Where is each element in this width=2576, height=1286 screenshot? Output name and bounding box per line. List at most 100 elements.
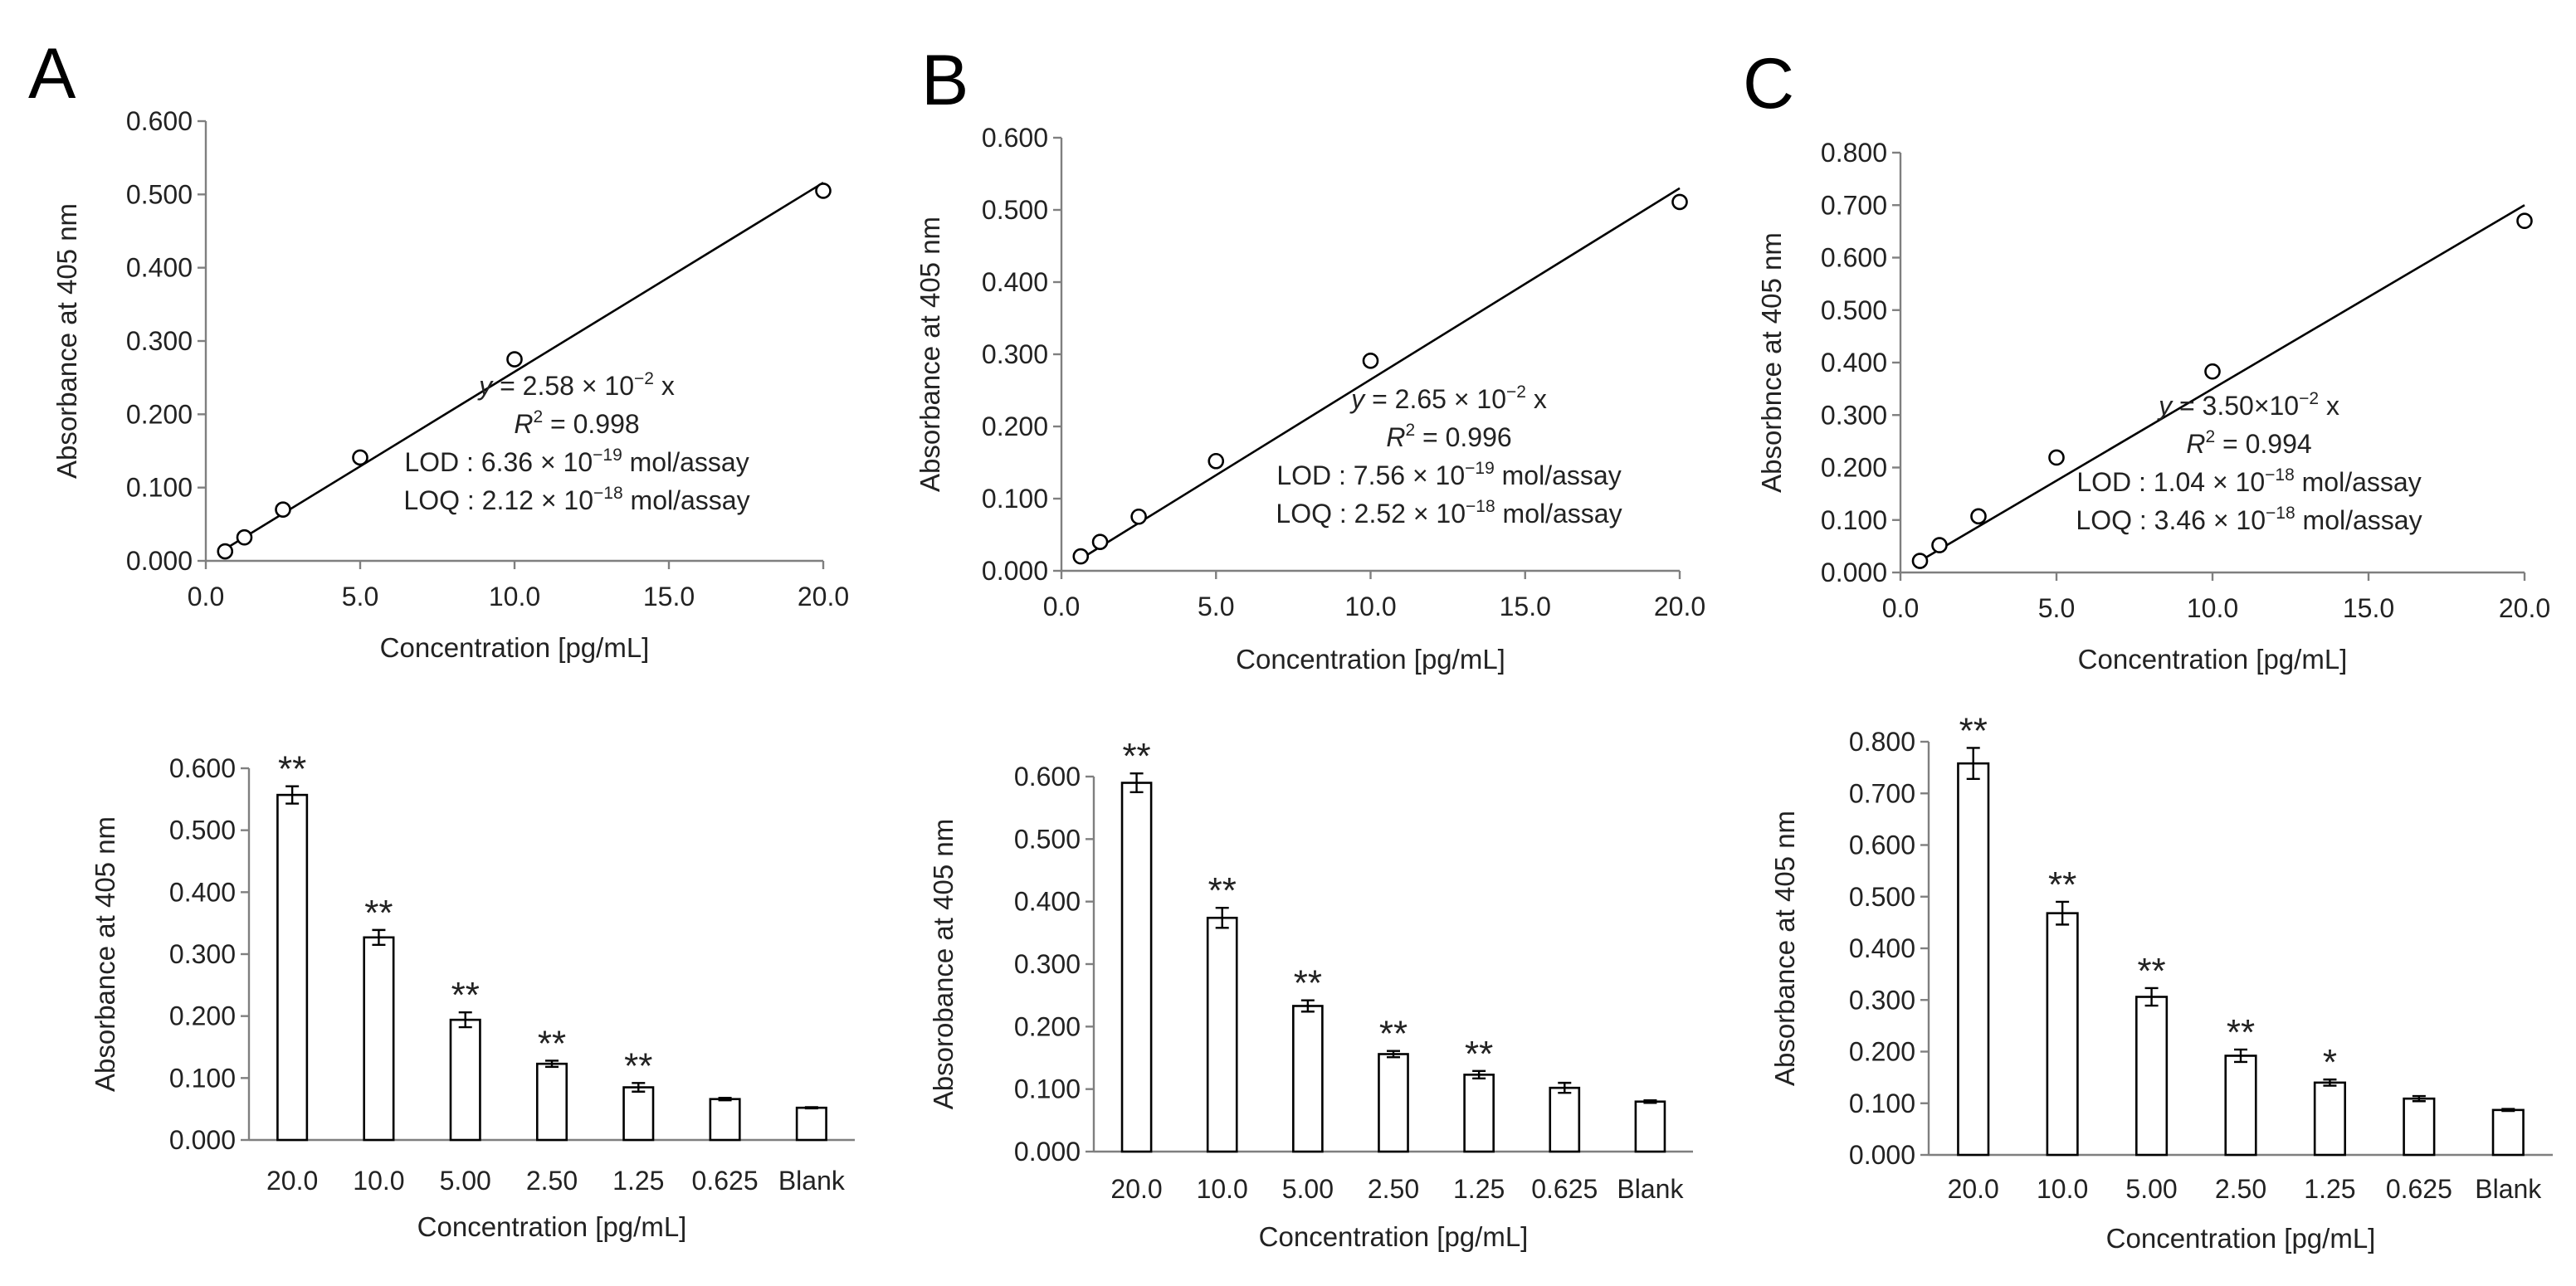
loq-exponent: −18 — [1466, 497, 1495, 516]
chart-c: 0.000 0.100 0.200 0.300 0.400 0.500 0.600 0.700… — [1756, 138, 2550, 675]
y-tick-label: 0.300 — [126, 326, 193, 356]
y-tick-label: 0.400 — [169, 877, 236, 907]
significance-marker: ** — [2227, 1012, 2255, 1053]
category-label: 5.00 — [2125, 1174, 2177, 1204]
significance-marker: * — [2323, 1042, 2337, 1083]
significance-marker: ** — [1959, 710, 1988, 751]
y-tick-label: 0.300 — [1849, 985, 1915, 1015]
lod-exponent: −19 — [1465, 459, 1495, 478]
data-point — [1091, 533, 1109, 551]
lod-unit: mol/assay — [622, 447, 749, 477]
y-tick-label: 0.500 — [1014, 824, 1081, 854]
bar — [1206, 916, 1238, 1153]
lod-value: LOD : 7.56 × 10 — [1276, 460, 1465, 490]
y-tick-label: 0.100 — [1014, 1074, 1081, 1104]
category-label: 0.625 — [2386, 1174, 2452, 1204]
category-label: 10.0 — [1197, 1174, 1248, 1204]
category-label: 5.00 — [440, 1166, 491, 1196]
eq-coefficient: = 2.65 × 10 — [1364, 384, 1506, 414]
y-axis-title: Absorbance at 405 nm — [1769, 811, 1800, 1086]
x-tick-label: 20.0 — [1654, 592, 1705, 621]
y-tick-label: 0.600 — [1821, 243, 1887, 273]
bar — [276, 793, 309, 1142]
eq-x-symbol: x — [2319, 391, 2339, 421]
y-tick-label: 0.600 — [169, 753, 236, 783]
y-tick-label: 0.800 — [1821, 138, 1887, 168]
x-tick-label: 10.0 — [489, 582, 540, 611]
y-tick-label: 0.400 — [1849, 933, 1915, 963]
bar — [535, 1062, 568, 1142]
x-axis-title: Concentration [pg/mL] — [417, 1211, 687, 1242]
lod-exponent: −18 — [2265, 465, 2295, 485]
significance-marker: ** — [278, 749, 306, 790]
y-tick-label: 0.100 — [1821, 505, 1887, 535]
loq-exponent: −18 — [2266, 504, 2295, 523]
significance-marker: ** — [538, 1023, 566, 1064]
r2-value: = 0.996 — [1415, 422, 1512, 452]
eq-y-symbol: y — [2157, 391, 2174, 421]
y-tick-label: 0.100 — [126, 473, 193, 503]
x-axis-title: Concentration [pg/mL] — [1259, 1221, 1529, 1252]
loq-unit: mol/assay — [1495, 499, 1622, 529]
x-axis-title: Concentration [pg/mL] — [1236, 644, 1505, 675]
loq-annotation: LOQ : 2.12 × 10−18 mol/assay — [403, 484, 749, 515]
y-tick-label: 0.500 — [982, 195, 1048, 225]
significance-marker: ** — [1379, 1014, 1408, 1055]
significance-marker: ** — [1208, 870, 1237, 911]
bar — [1378, 1053, 1409, 1153]
eq-exponent: −2 — [1506, 382, 1526, 402]
eq-coefficient: = 2.58 × 10 — [492, 371, 634, 401]
panel-label-b: B — [921, 41, 968, 120]
y-axis-title: Absorobance at 405 nm — [928, 819, 959, 1109]
y-tick-label: 0.400 — [1014, 887, 1081, 917]
bar — [449, 1018, 481, 1142]
lod-value: LOD : 6.36 × 10 — [404, 447, 593, 477]
bar — [1463, 1074, 1495, 1153]
chart-c-bar: 0.000 0.100 0.200 0.300 0.400 0.500 0.600 0.700… — [1769, 710, 2553, 1254]
x-tick-label: 15.0 — [1500, 592, 1551, 621]
lod-unit: mol/assay — [1495, 460, 1622, 490]
y-tick-label: 0.100 — [1849, 1089, 1915, 1118]
x-tick-label: 5.0 — [2038, 593, 2075, 623]
bar — [2135, 996, 2169, 1157]
y-tick-label: 0.500 — [126, 179, 193, 209]
loq-value: LOQ : 2.52 × 10 — [1276, 499, 1466, 529]
significance-marker: ** — [1465, 1034, 1493, 1074]
data-point — [275, 501, 291, 518]
x-tick-label: 20.0 — [2499, 593, 2550, 623]
significance-marker: ** — [2137, 951, 2165, 991]
lod-annotation: LOD : 1.04 × 10−18 mol/assay — [2076, 465, 2421, 497]
x-tick-label: 5.0 — [342, 582, 378, 611]
x-tick-label: 0.0 — [1882, 593, 1919, 623]
x-tick-label: 20.0 — [798, 582, 849, 611]
x-tick-label: 10.0 — [2187, 593, 2238, 623]
lod-exponent: −19 — [593, 446, 622, 465]
linear-fit-line — [224, 182, 824, 550]
significance-marker: ** — [1294, 963, 1322, 1004]
y-tick-label: 0.800 — [1849, 727, 1915, 757]
r2-symbol: R — [514, 409, 533, 439]
data-point — [1970, 508, 1987, 525]
data-point — [1208, 452, 1225, 470]
data-point — [236, 529, 253, 546]
loq-exponent: −18 — [593, 484, 623, 503]
category-label: 10.0 — [2037, 1174, 2088, 1204]
y-tick-label: 0.400 — [1821, 348, 1887, 378]
eq-x-symbol: x — [1526, 384, 1547, 414]
chart-a-bar: 0.000 0.100 0.200 0.300 0.400 0.500 0.600 Absor… — [90, 749, 855, 1242]
y-tick-label: 0.500 — [1821, 295, 1887, 325]
data-point — [1931, 537, 1948, 553]
r2-value: = 0.998 — [543, 409, 640, 439]
fit-equation: y = 2.65 × 10−2 x — [1349, 382, 1547, 414]
category-label: Blank — [778, 1166, 846, 1196]
y-tick-label: 0.200 — [1821, 453, 1887, 483]
r2-symbol: R — [2186, 429, 2205, 459]
data-point — [217, 543, 234, 560]
x-axis-title: Concentration [pg/mL] — [380, 632, 650, 663]
eq-coefficient: = 3.50×10 — [2172, 391, 2299, 421]
r2-value: = 0.994 — [2215, 429, 2312, 459]
y-tick-label: 0.200 — [1849, 1037, 1915, 1067]
y-tick-label: 0.000 — [169, 1125, 236, 1155]
significance-marker: ** — [364, 893, 393, 933]
category-label: 0.625 — [1531, 1174, 1598, 1204]
